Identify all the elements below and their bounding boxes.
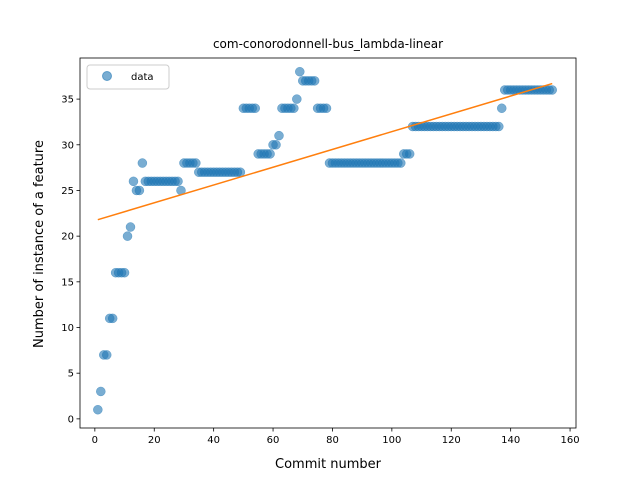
data-point: [309, 76, 320, 86]
y-tick-label: 30: [61, 140, 74, 151]
y-tick-label: 15: [61, 277, 74, 288]
data-point: [93, 404, 103, 415]
data-point: [119, 267, 130, 278]
data-point: [134, 185, 145, 196]
x-tick-label: 160: [561, 435, 580, 446]
x-tick-label: 80: [326, 435, 339, 446]
x-axis-label: Commit number: [275, 457, 382, 472]
y-tick-label: 5: [68, 369, 74, 380]
x-tick-label: 120: [442, 435, 461, 446]
legend-marker: [102, 71, 112, 81]
y-tick-label: 0: [68, 414, 74, 425]
data-point: [265, 149, 275, 159]
data-point: [289, 103, 299, 113]
data-point: [101, 350, 112, 360]
data-point: [125, 222, 136, 232]
data-point: [396, 158, 406, 168]
fit-line: [97, 82, 553, 221]
axes-frame: [79, 57, 577, 429]
x-tick-label: 0: [92, 435, 98, 446]
data-point: [496, 103, 507, 113]
data-point: [271, 140, 281, 150]
data-point: [107, 313, 118, 324]
data-point: [292, 94, 302, 104]
x-tick-label: 100: [382, 435, 401, 446]
x-tick-label: 20: [148, 435, 161, 446]
plot-area: [93, 66, 557, 415]
axes: 0 20 40 60 80 100 120 140 160 0 5 10 15 20 25 30 35: [61, 57, 580, 446]
data-point: [295, 66, 305, 77]
data-point: [321, 103, 332, 113]
x-tick-label: 140: [501, 435, 520, 446]
y-tick-label: 20: [61, 232, 74, 243]
legend-label-data: data: [131, 72, 154, 83]
y-tick-label: 35: [61, 95, 74, 106]
data-point: [128, 176, 139, 187]
legend-box: [86, 64, 170, 90]
data-point: [494, 121, 504, 132]
y-axis-label: Number of instance of a feature: [32, 140, 47, 348]
data-point: [404, 149, 415, 159]
data-point: [547, 85, 557, 95]
data-point: [191, 158, 201, 168]
y-tick-label: 25: [61, 186, 74, 197]
data-point: [137, 158, 148, 168]
data-point: [96, 386, 106, 397]
chart-title: com-conorodonnell-bus_lambda-linear: [213, 37, 443, 51]
data-point: [250, 103, 260, 113]
x-tick-label: 60: [267, 435, 280, 446]
data-point: [173, 176, 183, 187]
x-tick-label: 40: [207, 435, 220, 446]
legend: data: [86, 64, 170, 90]
data-point: [274, 130, 284, 141]
data-point: [122, 231, 133, 241]
y-tick-label: 10: [61, 323, 74, 334]
